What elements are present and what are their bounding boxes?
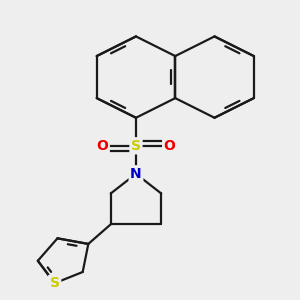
Text: O: O bbox=[164, 139, 176, 153]
Text: O: O bbox=[96, 139, 108, 153]
Text: S: S bbox=[131, 139, 141, 153]
Text: S: S bbox=[50, 276, 60, 290]
Text: N: N bbox=[130, 167, 142, 181]
